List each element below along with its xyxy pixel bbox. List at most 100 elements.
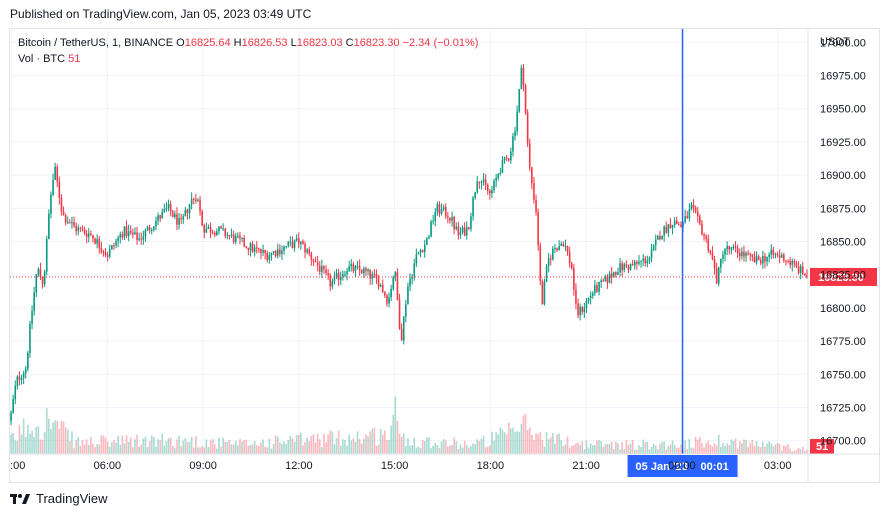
- volume-bar: [264, 446, 266, 454]
- footer-brand[interactable]: TradingView: [10, 491, 108, 506]
- volume-bar: [258, 445, 260, 454]
- volume-bar: [783, 445, 785, 454]
- candle-body: [528, 143, 531, 168]
- candle-body: [787, 260, 789, 262]
- candle-body: [100, 247, 103, 252]
- candle-body: [583, 307, 586, 313]
- candle-body: [415, 254, 418, 264]
- volume-bar: [260, 442, 262, 454]
- volume-bar: [318, 439, 321, 454]
- candle-body: [94, 238, 96, 244]
- volume-bar: [188, 441, 191, 454]
- candle-body: [24, 368, 27, 374]
- volume-bar: [640, 447, 642, 454]
- candle-body: [789, 261, 791, 265]
- volume-bar: [119, 444, 122, 454]
- candle-body: [348, 266, 350, 272]
- chart-legend: Bitcoin / TetherUS, 1, BINANCE O16825.64…: [18, 35, 478, 67]
- candle-body: [755, 256, 758, 263]
- candle-body: [337, 273, 340, 281]
- volume-bar: [144, 436, 147, 454]
- volume-bar: [266, 447, 269, 454]
- volume-bar: [155, 446, 157, 454]
- y-tick-label: 16925.00: [820, 137, 866, 149]
- volume-bar: [757, 446, 760, 454]
- volume-bar: [701, 442, 703, 454]
- volume-bar: [745, 440, 747, 454]
- candlestick-chart[interactable]: 16823.30 51 05 Jan '23 00:01 17000.00 16975.…: [10, 29, 879, 482]
- crosshair-time-badge: [627, 455, 738, 477]
- candle-body: [549, 258, 552, 260]
- candle-body: [484, 179, 487, 186]
- volume-bar: [562, 446, 565, 454]
- candle-body: [203, 225, 206, 233]
- candle-body: [323, 266, 325, 270]
- x-tick-label: 15:00: [381, 460, 409, 472]
- volume-bar: [644, 442, 647, 454]
- volume-bar: [692, 448, 695, 454]
- volume-bar: [455, 441, 458, 454]
- volume-bar: [325, 442, 327, 454]
- volume-bar: [447, 446, 449, 454]
- candle-body: [251, 243, 254, 252]
- volume-bar: [306, 437, 308, 454]
- candle-body: [213, 232, 216, 236]
- candle-body: [96, 239, 98, 244]
- candle-body: [205, 228, 208, 233]
- chart-area[interactable]: 16823.30 51 05 Jan '23 00:01 17000.00 16975.…: [9, 28, 880, 483]
- candle-body: [129, 231, 132, 233]
- candle-body: [512, 136, 514, 152]
- candle-body: [478, 181, 481, 183]
- volume-bar: [591, 445, 594, 454]
- candle-body: [127, 231, 130, 236]
- volume-bar: [132, 447, 134, 454]
- candle-body: [430, 221, 432, 237]
- volume-bar: [636, 449, 638, 454]
- candle-body: [153, 226, 155, 230]
- candle-body: [678, 224, 680, 226]
- candle-body: [339, 276, 342, 281]
- volume-bar: [43, 431, 46, 454]
- candle-body: [594, 285, 596, 294]
- candle-body: [707, 238, 710, 251]
- candle-body: [390, 288, 392, 298]
- volume-bar: [520, 424, 523, 454]
- candle-body: [344, 274, 346, 276]
- volume-bar: [115, 442, 117, 454]
- candle-body: [293, 240, 296, 248]
- candle-body: [31, 311, 33, 324]
- candle-body: [58, 181, 61, 198]
- last-price-label: 16823.30: [818, 272, 864, 284]
- volume-bar: [329, 430, 332, 454]
- candle-body: [482, 179, 485, 182]
- volume-bar: [253, 441, 256, 454]
- candle-body: [667, 224, 670, 233]
- candle-body: [747, 253, 749, 255]
- volume-bar: [237, 444, 239, 454]
- candle-body: [457, 226, 460, 236]
- candle-body: [501, 160, 504, 173]
- volume-bar: [751, 440, 754, 454]
- volume-bar: [694, 436, 697, 454]
- volume-bar: [503, 432, 506, 454]
- volume-bar: [436, 444, 439, 454]
- volume-bar: [224, 441, 227, 454]
- candle-body: [48, 213, 50, 240]
- volume-bar: [90, 437, 92, 454]
- candle-body: [335, 273, 338, 277]
- candle-body: [585, 301, 588, 308]
- volume-bar: [140, 444, 143, 454]
- candle-body: [566, 245, 569, 253]
- candle-body: [524, 85, 527, 113]
- volume-bar: [94, 447, 96, 454]
- candle-body: [545, 266, 548, 282]
- symbol-label: Bitcoin / TetherUS, 1, BINANCE: [18, 37, 174, 49]
- candle-body: [633, 261, 636, 266]
- volume-bar: [247, 445, 250, 454]
- candle-body: [373, 273, 376, 275]
- volume-bar: [396, 420, 399, 454]
- volume-bar: [342, 439, 344, 454]
- candle-body: [785, 260, 787, 262]
- candle-body: [741, 251, 743, 257]
- volume-bar: [348, 434, 350, 454]
